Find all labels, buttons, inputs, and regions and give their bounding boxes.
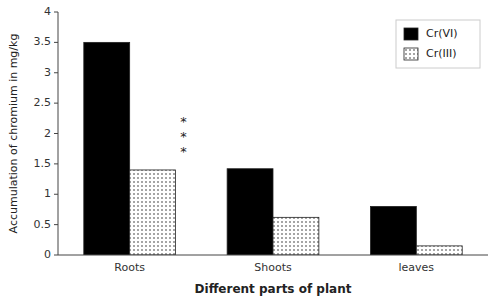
legend-label: Cr(VI): [426, 27, 458, 40]
legend-swatch: [404, 28, 418, 40]
y-tick: [54, 255, 58, 256]
annotation: *: [180, 114, 187, 129]
y-tick-label: 0.5: [34, 218, 52, 231]
annotation: *: [180, 144, 187, 159]
legend-swatch: [404, 48, 418, 60]
y-tick-label: 4: [44, 5, 51, 18]
y-tick: [54, 12, 58, 13]
x-tick-label: Shoots: [254, 261, 292, 274]
y-axis-label: Accumulation of chromium in mg/kg: [7, 34, 20, 234]
y-tick-label: 2: [44, 127, 51, 140]
page: {"chart_data": {"type": "bar", "categori…: [0, 0, 500, 301]
annotation: *: [180, 129, 187, 144]
y-tick: [54, 224, 58, 225]
y-tick: [54, 72, 58, 73]
legend-label: Cr(III): [426, 47, 457, 60]
y-tick: [54, 163, 58, 164]
y-tick-label: 1.5: [34, 157, 52, 170]
x-axis-line: [58, 255, 488, 256]
bar: [273, 217, 319, 255]
chart-container: 0 0.5 1 1.5 2 2.5 3 3.5 4 Roots Shoots leaves Differ…: [0, 0, 500, 301]
x-axis-label: Different parts of plant: [195, 282, 352, 296]
y-tick: [54, 103, 58, 104]
legend: Cr(VI) Cr(III): [396, 20, 480, 68]
bar: [130, 170, 176, 255]
y-tick-label: 0: [44, 248, 51, 261]
chart: 0 0.5 1 1.5 2 2.5 3 3.5 4 Roots Shoots leaves Differ…: [0, 0, 500, 301]
y-tick: [54, 133, 58, 134]
bar: [416, 246, 462, 255]
bars: [84, 42, 462, 255]
bar: [84, 42, 130, 255]
y-tick-label: 1: [44, 187, 51, 200]
y-tick-label: 3: [44, 66, 51, 79]
bar: [370, 206, 416, 255]
legend-box: [396, 20, 480, 68]
x-tick-label: leaves: [399, 261, 435, 274]
annotations: ***: [180, 114, 187, 159]
y-tick-label: 3.5: [34, 35, 52, 48]
axes: 0 0.5 1 1.5 2 2.5 3 3.5 4 Roots Shoots leaves: [34, 5, 489, 274]
bar: [227, 169, 273, 255]
y-tick: [54, 194, 58, 195]
x-tick-label: Roots: [114, 261, 145, 274]
y-tick-label: 2.5: [34, 96, 52, 109]
y-tick: [54, 42, 58, 43]
